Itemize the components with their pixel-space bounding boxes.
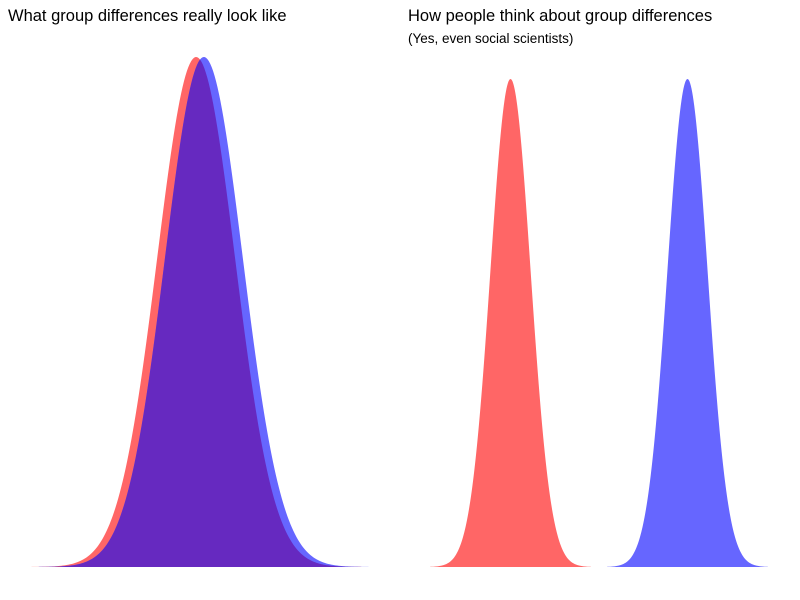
right-density-series-1 (430, 79, 591, 567)
left-chart-panel: What group differences really look like (8, 7, 375, 567)
right-chart-panel: How people think about group differences… (400, 0, 800, 600)
right-density-series-2 (607, 79, 768, 567)
left-chart-plot (25, 57, 375, 567)
left-chart-title: What group differences really look like (8, 7, 287, 25)
right-chart-plot (430, 79, 768, 567)
right-chart-title: How people think about group differences (408, 7, 713, 25)
right-chart-subtitle: (Yes, even social scientists) (408, 31, 574, 46)
left-density-overlap (25, 59, 375, 567)
